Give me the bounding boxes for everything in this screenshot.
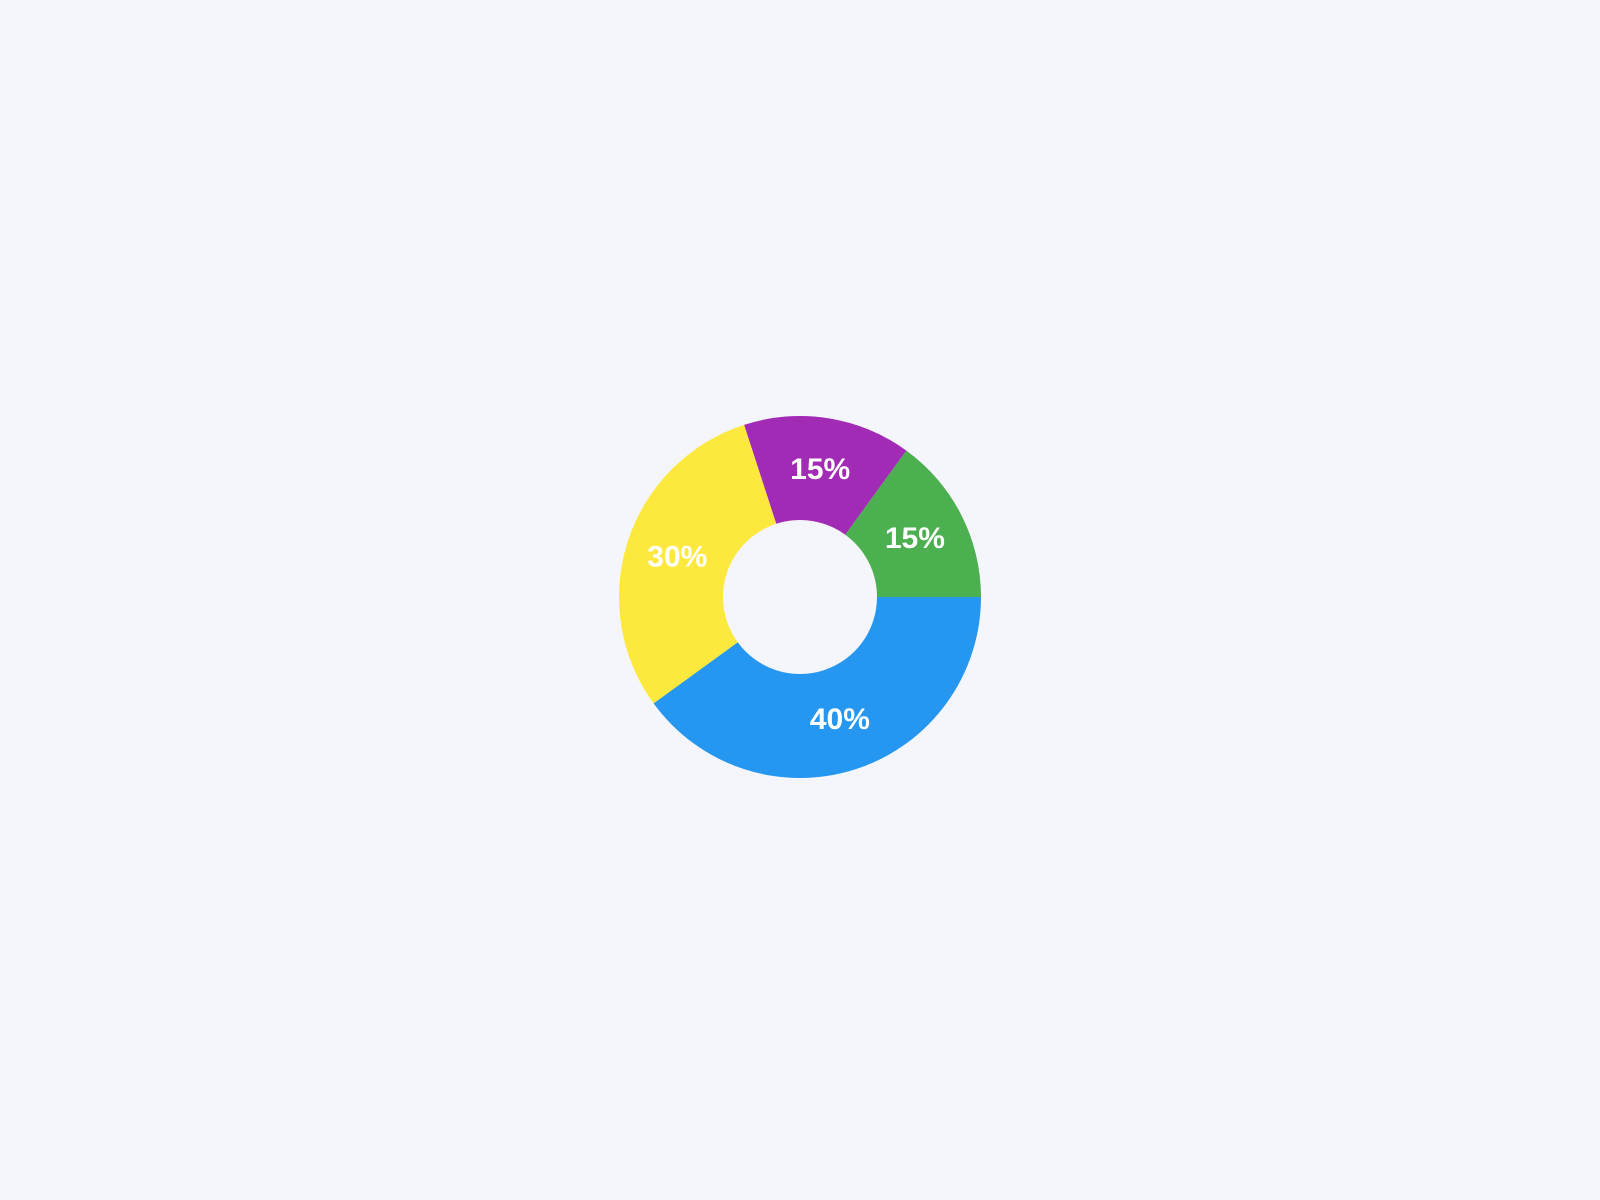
slice-label-0: 15% bbox=[790, 453, 850, 486]
slice-label-2: 40% bbox=[810, 703, 870, 736]
pie-slice-0[interactable] bbox=[744, 416, 907, 535]
pie-slice-1[interactable] bbox=[845, 450, 982, 597]
pie-slice-3[interactable] bbox=[619, 424, 777, 704]
pie-slice-2[interactable] bbox=[653, 597, 981, 778]
slice-label-3: 30% bbox=[647, 541, 707, 574]
slice-label-1: 15% bbox=[885, 522, 945, 555]
